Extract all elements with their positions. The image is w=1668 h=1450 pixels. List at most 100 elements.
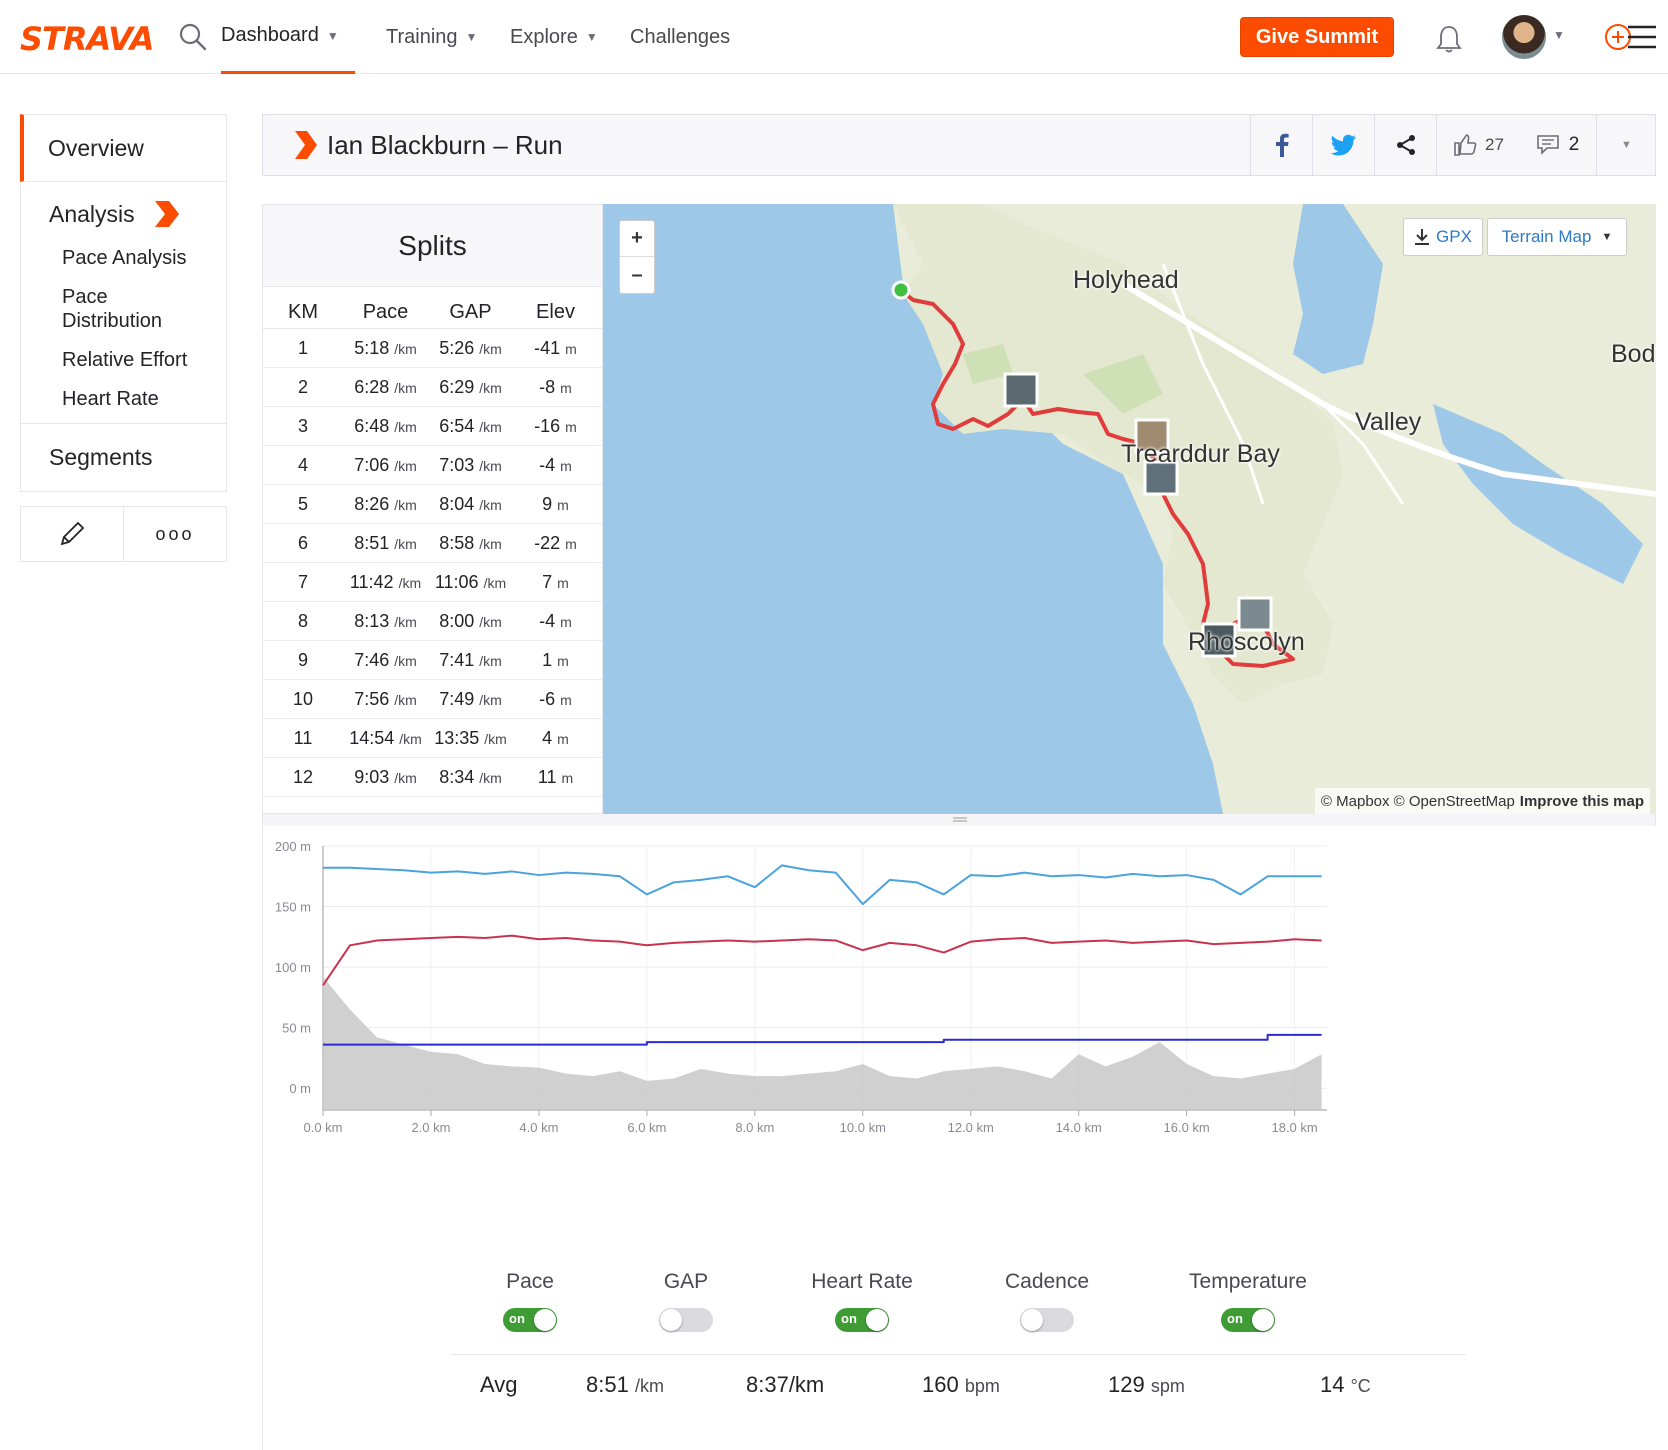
actions-dropdown-button[interactable]: ▼ bbox=[1596, 115, 1656, 175]
comments-button[interactable]: 2 bbox=[1520, 115, 1596, 175]
col-elev: Elev bbox=[536, 301, 575, 323]
toggle-pace-label: Pace bbox=[506, 1270, 554, 1293]
sidebar-item-relative-effort[interactable]: Relative Effort bbox=[62, 349, 188, 371]
col-gap: GAP bbox=[449, 301, 492, 323]
improve-map-link[interactable]: Improve this map bbox=[1519, 792, 1644, 810]
menu-icon[interactable] bbox=[1604, 20, 1658, 54]
table-row[interactable]: 11 14:54 /km 13:35 /km 4 m bbox=[263, 719, 602, 758]
road-a55 bbox=[1121, 281, 1656, 497]
share-button[interactable] bbox=[1374, 115, 1436, 175]
toggle-heart-rate[interactable]: Heart Rate on bbox=[782, 1270, 942, 1332]
cell-pace-value: 7:46 bbox=[354, 649, 390, 670]
route-map[interactable]: Holyhead Valley Trearddur Bay Rhoscolyn … bbox=[603, 204, 1656, 814]
cell-elev-value: -4 bbox=[539, 610, 556, 631]
map-layer-label: Terrain Map bbox=[1501, 227, 1592, 246]
avg-cadence-value: 129 bbox=[1108, 1372, 1145, 1397]
divider bbox=[450, 1354, 1466, 1355]
cell-pace: 14:54 /km bbox=[343, 728, 428, 749]
cell-pace-value: 8:13 bbox=[354, 610, 390, 631]
avg-pace-value: 8:51 bbox=[586, 1372, 629, 1397]
nav-explore-label: Explore bbox=[510, 25, 578, 48]
y-tick-label: 0 m bbox=[289, 1081, 311, 1096]
avg-heart-rate-unit: bpm bbox=[964, 1376, 1000, 1396]
table-row[interactable]: 5 8:26 /km 8:04 /km 9 m bbox=[263, 485, 602, 524]
toggle-heart-rate-switch[interactable]: on bbox=[835, 1308, 889, 1332]
sidebar-item-analysis[interactable]: Analysis bbox=[21, 196, 226, 232]
cell-gap: 7:03 /km bbox=[428, 455, 513, 476]
cell-gap: 8:04 /km bbox=[428, 494, 513, 515]
edit-button[interactable] bbox=[21, 507, 124, 561]
download-gpx-button[interactable]: GPX bbox=[1403, 218, 1483, 256]
nav-training[interactable]: Training ▼ bbox=[386, 0, 477, 74]
sidebar-item-segments[interactable]: Segments bbox=[20, 424, 227, 492]
sidebar-item-pace-analysis[interactable]: Pace Analysis bbox=[62, 247, 187, 269]
nav-challenges[interactable]: Challenges bbox=[630, 0, 730, 74]
table-row[interactable]: 6 8:51 /km 8:58 /km -22 m bbox=[263, 524, 602, 563]
cell-pace-value: 6:28 bbox=[354, 376, 390, 397]
zoom-out-button[interactable]: – bbox=[631, 263, 643, 286]
cell-pace: 7:46 /km bbox=[343, 650, 428, 671]
cell-km-value: 5 bbox=[297, 493, 308, 514]
zoom-in-button[interactable]: + bbox=[620, 221, 654, 257]
toggle-temperature[interactable]: Temperature on bbox=[1168, 1270, 1328, 1332]
cell-km: 5 bbox=[263, 494, 343, 515]
x-tick-label: 10.0 km bbox=[840, 1120, 886, 1135]
sidebar-item-pace-distribution[interactable]: Pace Distribution bbox=[62, 286, 163, 332]
cell-pace-unit: /km bbox=[394, 652, 417, 669]
cell-elev: -22 m bbox=[513, 533, 598, 554]
map-layer-dropdown[interactable]: Terrain Map ▼ bbox=[1487, 218, 1627, 256]
kudos-button[interactable]: 27 bbox=[1436, 115, 1520, 175]
table-row[interactable]: 9 7:46 /km 7:41 /km 1 m bbox=[263, 641, 602, 680]
table-row[interactable]: 3 6:48 /km 6:54 /km -16 m bbox=[263, 407, 602, 446]
x-tick-label: 0.0 km bbox=[303, 1120, 342, 1135]
nav-training-label: Training bbox=[386, 25, 458, 48]
table-row[interactable]: 10 7:56 /km 7:49 /km -6 m bbox=[263, 680, 602, 719]
cell-elev-value: 7 bbox=[542, 571, 553, 592]
chevron-down-icon[interactable]: ▼ bbox=[1553, 28, 1565, 42]
toggle-pace-switch[interactable]: on bbox=[503, 1308, 557, 1332]
cell-km: 12 bbox=[263, 767, 343, 788]
cell-pace: 8:13 /km bbox=[343, 611, 428, 632]
cell-gap: 5:26 /km bbox=[428, 338, 513, 359]
toggle-gap-switch[interactable] bbox=[659, 1308, 713, 1332]
strava-logo[interactable]: STRAVA bbox=[20, 20, 154, 58]
cell-pace-unit: /km bbox=[394, 535, 417, 552]
activity-header: Ian Blackburn – Run 27 2 ▼ bbox=[262, 114, 1656, 176]
resize-handle[interactable] bbox=[262, 814, 1656, 826]
toggle-cadence[interactable]: Cadence bbox=[967, 1270, 1127, 1332]
cell-pace-unit: /km bbox=[394, 457, 417, 474]
sidebar-item-heart-rate[interactable]: Heart Rate bbox=[62, 388, 159, 410]
cell-km: 7 bbox=[263, 572, 343, 593]
map-label-bod: Bod bbox=[1611, 340, 1656, 368]
table-row[interactable]: 8 8:13 /km 8:00 /km -4 m bbox=[263, 602, 602, 641]
avatar[interactable] bbox=[1502, 15, 1546, 59]
nav-explore[interactable]: Explore ▼ bbox=[510, 0, 598, 74]
table-row[interactable]: 2 6:28 /km 6:29 /km -8 m bbox=[263, 368, 602, 407]
toggle-temperature-switch[interactable]: on bbox=[1221, 1308, 1275, 1332]
chevron-down-icon: ▼ bbox=[585, 30, 598, 44]
bell-icon[interactable] bbox=[1436, 24, 1462, 54]
y-tick-label: 100 m bbox=[275, 960, 311, 975]
sidebar-item-overview[interactable]: Overview bbox=[20, 114, 227, 182]
toggle-pace[interactable]: Pace on bbox=[450, 1270, 610, 1332]
nav-dashboard[interactable]: Dashboard ▼ bbox=[221, 0, 355, 74]
toggle-gap[interactable]: GAP bbox=[606, 1270, 766, 1332]
switch-on-text: on bbox=[1227, 1311, 1243, 1326]
give-summit-button[interactable]: Give Summit bbox=[1240, 17, 1394, 57]
share-facebook-button[interactable] bbox=[1250, 115, 1312, 175]
water-inlet bbox=[1293, 204, 1383, 374]
search-icon[interactable] bbox=[178, 22, 208, 52]
more-options-button[interactable]: ooo bbox=[155, 523, 195, 544]
switch-knob bbox=[866, 1309, 888, 1331]
table-row[interactable]: 7 11:42 /km 11:06 /km 7 m bbox=[263, 563, 602, 602]
map-photo-1 bbox=[1003, 372, 1039, 408]
elevation-area bbox=[323, 976, 1322, 1110]
analysis-chart[interactable]: 200 m 150 m 100 m 50 m 0 m 0.0 km 2.0 km 4.0 km… bbox=[263, 826, 1657, 1226]
cell-gap-unit: /km bbox=[479, 652, 502, 669]
table-row[interactable]: 12 9:03 /km 8:34 /km 11 m bbox=[263, 758, 602, 797]
table-row[interactable]: 4 7:06 /km 7:03 /km -4 m bbox=[263, 446, 602, 485]
table-row[interactable]: 1 5:18 /km 5:26 /km -41 m bbox=[263, 329, 602, 368]
share-twitter-button[interactable] bbox=[1312, 115, 1374, 175]
cell-elev: -4 m bbox=[513, 455, 598, 476]
toggle-cadence-switch[interactable] bbox=[1020, 1308, 1074, 1332]
